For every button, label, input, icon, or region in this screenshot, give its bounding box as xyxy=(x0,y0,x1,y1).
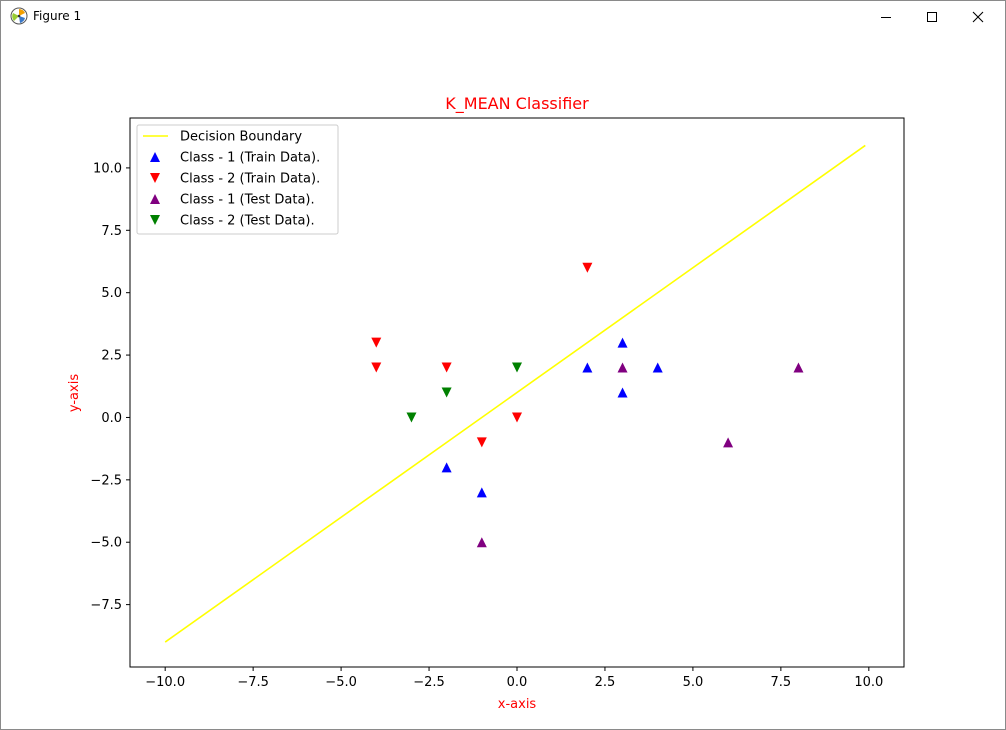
x-tick-label: −10.0 xyxy=(145,675,185,690)
data-point xyxy=(476,437,487,448)
x-tick-label: 5.0 xyxy=(683,675,704,690)
y-tick-label: 10.0 xyxy=(93,161,122,176)
legend-entry-label: Class - 2 (Train Data). xyxy=(180,172,320,187)
y-tick-label: −2.5 xyxy=(90,473,122,488)
data-point xyxy=(723,437,734,448)
series-1 xyxy=(441,337,663,498)
series-3 xyxy=(476,362,804,548)
data-point xyxy=(441,362,452,373)
data-point xyxy=(617,337,628,348)
data-point xyxy=(441,387,452,398)
chart-title: K_MEAN Classifier xyxy=(445,94,589,114)
data-point xyxy=(406,412,417,423)
y-tick-label: 0.0 xyxy=(101,411,122,426)
y-tick-label: 2.5 xyxy=(101,349,122,364)
minimize-button[interactable] xyxy=(863,1,909,32)
data-point xyxy=(582,362,593,373)
legend-marker-swatch xyxy=(150,215,160,225)
y-tick-label: 5.0 xyxy=(101,286,122,301)
legend-marker-swatch xyxy=(150,173,160,183)
data-point xyxy=(512,362,522,373)
scatter-chart: K_MEAN Classifier x-axis y-axis −10.0 −7.… xyxy=(67,94,905,712)
data-point xyxy=(652,362,663,373)
data-point xyxy=(371,362,382,373)
y-tick-label: −7.5 xyxy=(90,598,122,613)
x-tick-label: 7.5 xyxy=(771,675,792,690)
figure-canvas: K_MEAN Classifier x-axis y-axis −10.0 −7.… xyxy=(1,32,1005,729)
matplotlib-icon xyxy=(10,7,28,25)
legend-marker-swatch xyxy=(150,194,160,204)
legend-entry-label: Class - 1 (Train Data). xyxy=(180,151,320,166)
data-point xyxy=(582,262,593,273)
y-tick-label: −5.0 xyxy=(90,536,122,551)
data-point xyxy=(476,537,487,548)
maximize-icon xyxy=(927,11,937,22)
title-bar[interactable]: Figure 1 xyxy=(1,1,1005,32)
legend-marker-swatch xyxy=(150,152,160,162)
data-point xyxy=(617,387,628,398)
legend: Decision Boundary Class - 1 (Train Data).… xyxy=(136,124,339,235)
data-point xyxy=(441,462,452,473)
legend-entry-label: Class - 1 (Test Data). xyxy=(180,193,315,208)
data-point xyxy=(617,362,628,373)
data-point xyxy=(512,412,522,423)
data-point xyxy=(371,337,382,348)
decision-boundary-line xyxy=(164,144,866,643)
series-0 xyxy=(164,144,866,643)
x-tick-label: −2.5 xyxy=(413,675,445,690)
y-axis-label: y-axis xyxy=(67,374,82,412)
series-4 xyxy=(406,362,522,423)
series-2 xyxy=(371,262,593,448)
legend-entry-label: Class - 2 (Test Data). xyxy=(180,214,315,229)
data-series xyxy=(164,144,866,643)
close-button[interactable] xyxy=(955,1,1001,32)
legend-entry-label: Decision Boundary xyxy=(180,130,302,145)
x-tick-label: 0.0 xyxy=(507,675,528,690)
data-point xyxy=(476,487,487,498)
y-axis-ticks: −7.5 −5.0 −2.5 0.0 2.5 5.0 7.5 10.0 xyxy=(90,161,130,613)
x-axis-label: x-axis xyxy=(498,697,537,712)
x-axis-ticks: −10.0 −7.5 −5.0 −2.5 0.0 2.5 5.0 7.5 10.0 xyxy=(145,667,883,690)
maximize-button[interactable] xyxy=(909,1,955,32)
data-point xyxy=(793,362,804,373)
close-icon xyxy=(972,11,984,22)
y-tick-label: 7.5 xyxy=(101,224,122,239)
legend-frame xyxy=(136,124,339,235)
window-title: Figure 1 xyxy=(33,9,82,23)
x-tick-label: 2.5 xyxy=(595,675,616,690)
x-tick-label: 10.0 xyxy=(854,675,883,690)
x-tick-label: −7.5 xyxy=(237,675,269,690)
minimize-icon xyxy=(881,16,891,18)
x-tick-label: −5.0 xyxy=(325,675,357,690)
